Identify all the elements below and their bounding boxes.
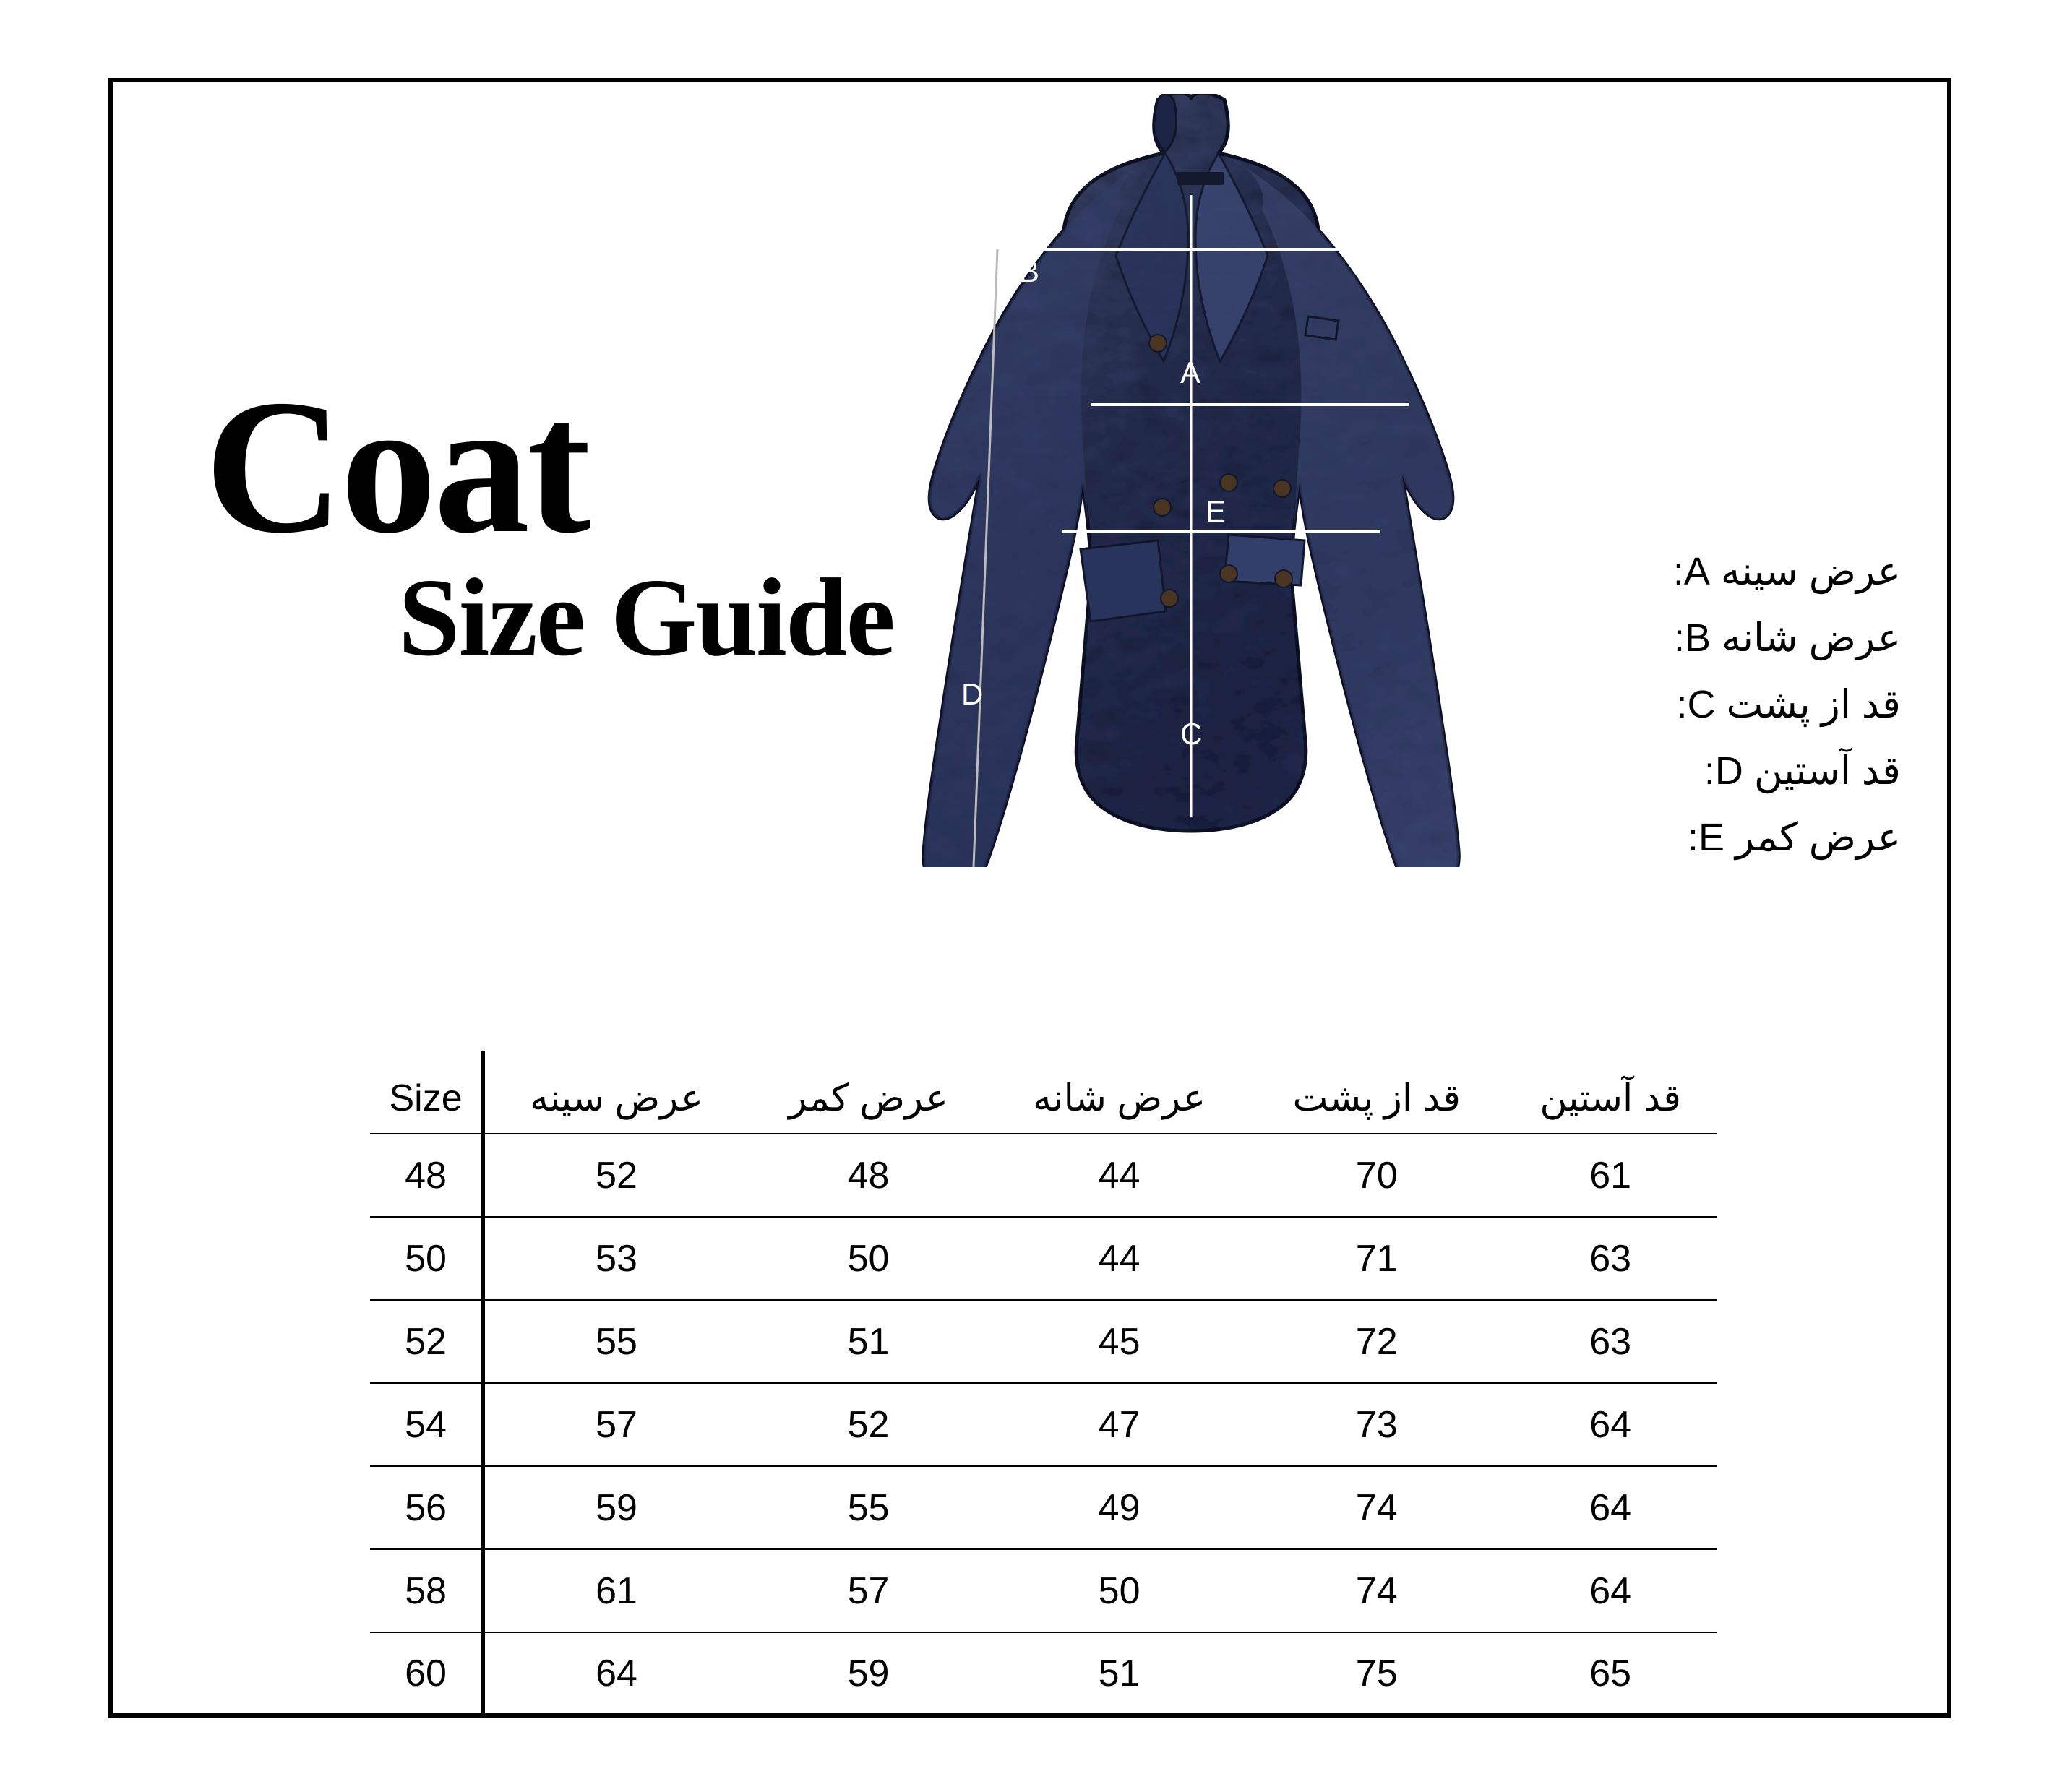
- svg-text:A: A: [1180, 356, 1200, 389]
- svg-text:B: B: [1019, 254, 1039, 288]
- svg-text:C: C: [1180, 717, 1202, 751]
- svg-text:D: D: [961, 677, 983, 711]
- svg-text:E: E: [1206, 494, 1226, 528]
